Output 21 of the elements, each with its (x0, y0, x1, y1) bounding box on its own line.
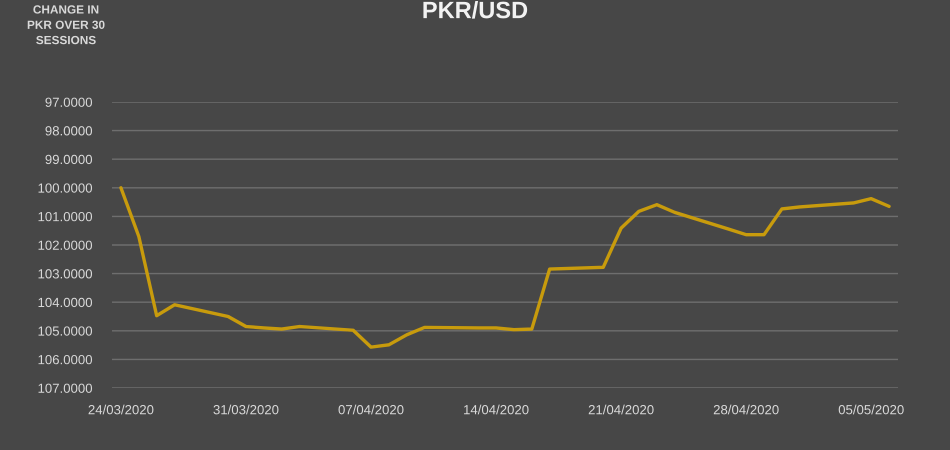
y-tick-label: 105.0000 (38, 326, 92, 336)
y-tick-label: 101.0000 (38, 212, 92, 222)
y-tick-label: 97.0000 (45, 98, 92, 107)
line-series (119, 186, 891, 349)
x-tick-label: 31/03/2020 (213, 404, 278, 414)
x-tick-label: 28/04/2020 (714, 404, 779, 414)
x-tick-label: 24/03/2020 (88, 404, 154, 414)
y-tick-label: 98.0000 (45, 126, 92, 136)
y-tick-label: 103.0000 (38, 269, 92, 279)
y-tick-label: 99.0000 (45, 154, 92, 164)
x-tick-label: 05/05/2020 (838, 404, 904, 414)
y-tick-label: 104.0000 (38, 298, 92, 308)
x-tick-label: 21/04/2020 (588, 404, 654, 414)
text: CHANGE IN PKR OVER 30 SESSIONS (28, 5, 105, 44)
x-tick-label: 07/04/2020 (338, 404, 404, 414)
chart-title: PKR/USD (423, 1, 528, 19)
y-tick-label: 106.0000 (38, 354, 92, 364)
x-tick-label: 14/04/2020 (464, 404, 529, 414)
y-tick-label: 100.0000 (38, 183, 92, 193)
y-tick-label: 102.0000 (38, 240, 92, 250)
y-tick-label: 107.0000 (38, 384, 92, 393)
